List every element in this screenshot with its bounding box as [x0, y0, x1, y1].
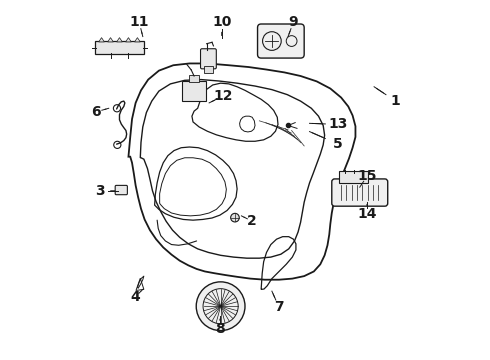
- Polygon shape: [98, 38, 104, 42]
- FancyBboxPatch shape: [204, 66, 213, 73]
- FancyBboxPatch shape: [339, 171, 368, 183]
- Text: 2: 2: [247, 214, 257, 228]
- FancyBboxPatch shape: [182, 81, 206, 102]
- Text: 13: 13: [329, 117, 348, 131]
- FancyBboxPatch shape: [200, 49, 216, 69]
- Text: 5: 5: [333, 137, 343, 151]
- Circle shape: [231, 213, 239, 222]
- Text: 6: 6: [91, 105, 101, 119]
- Text: 9: 9: [289, 15, 298, 29]
- FancyBboxPatch shape: [258, 24, 304, 58]
- FancyBboxPatch shape: [332, 179, 388, 206]
- Text: 8: 8: [215, 322, 225, 336]
- Text: 4: 4: [131, 289, 141, 303]
- Circle shape: [196, 282, 245, 330]
- Text: 7: 7: [274, 300, 284, 314]
- Text: 1: 1: [391, 94, 400, 108]
- FancyBboxPatch shape: [189, 75, 199, 82]
- Text: 3: 3: [95, 184, 104, 198]
- Text: 11: 11: [129, 15, 149, 29]
- Polygon shape: [117, 38, 122, 42]
- Text: 15: 15: [357, 170, 377, 183]
- Text: 12: 12: [214, 89, 233, 103]
- FancyBboxPatch shape: [96, 41, 144, 54]
- Polygon shape: [135, 38, 140, 42]
- Text: 10: 10: [212, 15, 231, 29]
- Text: 14: 14: [357, 207, 377, 221]
- FancyBboxPatch shape: [115, 185, 127, 195]
- Polygon shape: [125, 38, 131, 42]
- Polygon shape: [108, 38, 113, 42]
